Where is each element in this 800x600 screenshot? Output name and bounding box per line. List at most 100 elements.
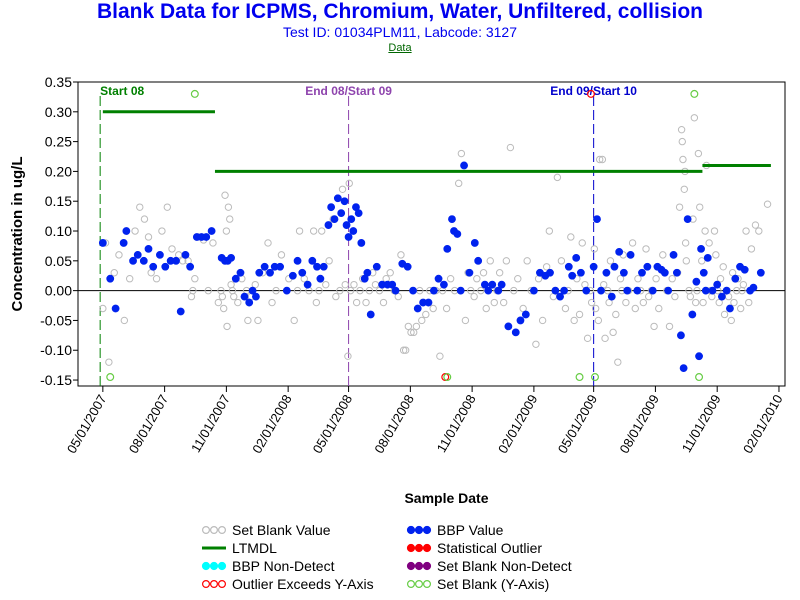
plot-frame: [77, 81, 786, 387]
set-blank-point: [222, 227, 231, 235]
x-tick-label: 08/01/2008: [371, 392, 417, 456]
set-blank-point: [336, 286, 344, 295]
legend-dot: [210, 525, 219, 535]
bbp-point: [231, 274, 240, 283]
legend-dot: [201, 579, 211, 589]
bbp-point: [316, 274, 325, 283]
set-blank-point: [218, 292, 227, 301]
set-blank-point: [454, 179, 463, 188]
set-blank-point: [739, 280, 748, 289]
bbp-point: [619, 268, 628, 277]
bbp-point: [282, 286, 291, 295]
set-blank-point: [399, 346, 408, 354]
set-blank-point: [158, 227, 166, 235]
x-tick-label: 08/01/2007: [126, 392, 172, 456]
bbp-point: [576, 268, 585, 277]
legend-symbol: [406, 561, 432, 571]
bbp-point: [683, 215, 692, 223]
set-blank-point: [679, 155, 687, 164]
legend-label: Outlier Exceeds Y-Axis: [232, 576, 374, 592]
bbp-point: [708, 286, 717, 295]
set-blank-point: [598, 155, 607, 164]
bbp-point: [695, 352, 703, 361]
set-blank-point: [650, 322, 658, 331]
bbp-point: [337, 209, 346, 218]
set-blank-point: [747, 245, 756, 253]
x-tick-label: 02/01/2009: [495, 392, 541, 456]
bbp-point: [722, 286, 731, 295]
legend-dot: [218, 525, 227, 535]
bbp-point: [648, 286, 657, 295]
bbp-point: [207, 227, 216, 235]
bbp-point: [366, 310, 375, 319]
bbp-point: [660, 268, 669, 277]
set-blank-point: [477, 286, 485, 295]
x-tick-label: 11/01/2009: [679, 392, 724, 455]
bbp-point: [669, 250, 678, 259]
bbp-point: [440, 280, 448, 289]
bbp-point: [202, 233, 211, 241]
bbp-point: [615, 247, 624, 256]
set-blank-point: [230, 292, 238, 301]
legend-symbol: [406, 579, 432, 589]
bbp-point: [572, 253, 581, 262]
bbp-point: [484, 286, 493, 295]
set-blank-point: [352, 298, 361, 307]
set-blank-point: [609, 328, 617, 337]
data-link[interactable]: Data: [388, 42, 412, 54]
bbp-point: [327, 203, 336, 212]
set-blank-point: [436, 352, 444, 360]
set-blank-point: [538, 316, 547, 325]
set-blank-yaxis-point: [190, 89, 199, 98]
bbp-point: [474, 256, 483, 265]
set-blank-point: [120, 316, 129, 325]
set-blank-point: [499, 298, 508, 307]
bbp-point: [308, 256, 317, 265]
set-blank-point: [730, 298, 738, 307]
set-blank-point: [575, 310, 584, 319]
bbp-point: [756, 268, 765, 277]
bbp-point: [354, 209, 363, 218]
set-blank-point: [732, 286, 741, 295]
set-blank-point: [677, 125, 686, 134]
bbp-point: [388, 280, 397, 289]
legend-symbol: [202, 546, 226, 550]
bbp-point: [347, 215, 356, 223]
set-blank-point: [595, 155, 604, 164]
set-blank-point: [681, 239, 690, 247]
bbp-point: [677, 331, 685, 340]
set-blank-point: [325, 257, 333, 265]
legend-label: BBP Non-Detect: [232, 558, 335, 574]
set-blank-point: [338, 185, 347, 193]
bbp-point: [293, 256, 302, 265]
bbp-point: [551, 286, 560, 295]
set-blank-point: [591, 304, 600, 313]
bbp-point: [703, 253, 712, 262]
bbp-point: [717, 292, 726, 301]
y-tick-label: 0.30: [45, 104, 72, 120]
set-blank-point: [668, 275, 676, 283]
legend-label: Statistical Outlier: [437, 540, 543, 556]
bbp-point: [139, 256, 148, 265]
bbp-point: [156, 250, 164, 259]
set-blank-point: [510, 286, 518, 295]
bbp-point: [688, 310, 697, 319]
set-blank-point: [470, 292, 478, 301]
bbp-point: [726, 304, 734, 313]
set-blank-point: [189, 286, 197, 295]
bbp-point: [460, 161, 468, 170]
legend-dot: [406, 579, 416, 589]
set-blank-point: [545, 227, 554, 235]
set-blank-point: [514, 275, 522, 283]
set-blank-point: [578, 239, 586, 247]
y-tick-label: 0.10: [45, 223, 72, 239]
set-blank-point: [557, 257, 566, 265]
bbp-point: [236, 268, 245, 277]
legend-label: Set Blank Value: [232, 522, 331, 538]
x-tick-label: 05/01/2007: [64, 392, 110, 456]
legend-symbol: [201, 561, 227, 571]
set-blank-point: [587, 298, 596, 307]
set-blank-point: [99, 304, 107, 313]
legend-label: Set Blank Non-Detect: [437, 558, 572, 574]
set-blank-yaxis-point: [443, 373, 452, 382]
